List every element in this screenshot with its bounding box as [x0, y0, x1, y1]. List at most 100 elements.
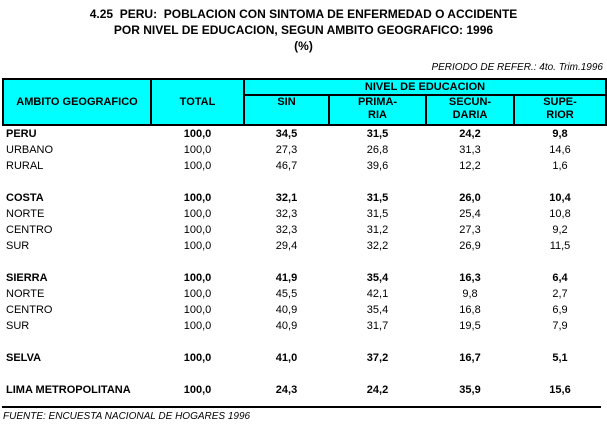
cell-secundaria: 9,8 — [462, 288, 478, 300]
cell-total: 100,0 — [183, 240, 212, 252]
col-header-total: TOTAL — [150, 78, 245, 126]
period-reference-note: PERIODO DE REFER.: 4to. Trim.1996 — [431, 62, 603, 73]
table-row-costa-norte: NORTE 100,0 32,3 31,5 25,4 10,8 — [3, 206, 606, 222]
cell-total: 100,0 — [183, 192, 212, 204]
cell-sin: 27,3 — [275, 144, 298, 156]
cell-superior: 15,6 — [549, 384, 571, 396]
cell-total: 100,0 — [183, 320, 212, 332]
cell-primaria: 39,6 — [366, 160, 389, 172]
cell-total: 100,0 — [183, 144, 212, 156]
cell-sin: 29,4 — [275, 240, 298, 252]
cell-superior: 9,2 — [552, 224, 568, 236]
title-line-1: 4.25 PERU: POBLACION CON SINTOMA DE ENFE… — [89, 7, 518, 21]
cell-total: 100,0 — [183, 160, 212, 172]
col-header-group-nivel-educacion: NIVEL DE EDUCACION — [242, 78, 607, 96]
table-body: PERU 100,0 34,5 31,5 24,2 9,8 URBANO 100… — [3, 125, 606, 398]
row-label: CENTRO — [6, 224, 53, 236]
row-label: PERU — [6, 128, 37, 140]
spacer-row — [3, 254, 606, 270]
row-label: SUR — [6, 320, 30, 332]
table-row-costa: COSTA 100,0 32,1 31,5 26,0 10,4 — [3, 190, 606, 206]
col-header-ambito-geografico: AMBITO GEOGRAFICO — [2, 78, 152, 126]
cell-primaria: 35,4 — [366, 272, 389, 284]
cell-sin: 34,5 — [275, 128, 298, 140]
table-row-sierra-sur: SUR 100,0 40,9 31,7 19,5 7,9 — [3, 318, 606, 334]
col-header-primaria: PRIMA- RIA — [328, 94, 427, 126]
row-label: COSTA — [6, 192, 44, 204]
cell-sin: 32,3 — [275, 224, 298, 236]
cell-secundaria: 16,3 — [459, 272, 481, 284]
cell-sin: 24,3 — [275, 384, 298, 396]
row-label: SIERRA — [6, 272, 48, 284]
cell-sin: 46,7 — [275, 160, 298, 172]
cell-superior: 6,9 — [552, 304, 568, 316]
cell-total: 100,0 — [183, 304, 212, 316]
cell-superior: 11,5 — [549, 240, 571, 252]
cell-secundaria: 16,8 — [459, 304, 481, 316]
cell-secundaria: 35,9 — [459, 384, 481, 396]
cell-sin: 45,5 — [275, 288, 298, 300]
spacer-row — [3, 366, 606, 382]
cell-superior: 10,8 — [549, 208, 571, 220]
table-row-sierra-norte: NORTE 100,0 45,5 42,1 9,8 2,7 — [3, 286, 606, 302]
table-row-costa-sur: SUR 100,0 29,4 32,2 26,9 11,5 — [3, 238, 606, 254]
cell-superior: 10,4 — [549, 192, 571, 204]
cell-superior: 6,4 — [552, 272, 568, 284]
cell-secundaria: 16,7 — [459, 352, 481, 364]
cell-secundaria: 26,9 — [459, 240, 481, 252]
source-note: FUENTE: ENCUESTA NACIONAL DE HOGARES 199… — [3, 411, 251, 422]
col-header-superior: SUPE- RIOR — [512, 94, 607, 126]
title-line-2: POR NIVEL DE EDUCACION, SEGUN AMBITO GEO… — [113, 23, 494, 37]
cell-superior: 7,9 — [552, 320, 568, 332]
table-row-selva: SELVA 100,0 41,0 37,2 16,7 5,1 — [3, 350, 606, 366]
cell-primaria: 31,5 — [366, 128, 389, 140]
row-label: SUR — [6, 240, 30, 252]
table-header: AMBITO GEOGRAFICO TOTAL NIVEL DE EDUCACI… — [2, 78, 607, 126]
title-percent-label: (%) — [294, 39, 313, 53]
cell-superior: 14,6 — [549, 144, 571, 156]
cell-primaria: 42,1 — [366, 288, 389, 300]
cell-primaria: 37,2 — [366, 352, 389, 364]
report-title: 4.25 PERU: POBLACION CON SINTOMA DE ENFE… — [2, 6, 605, 54]
cell-primaria: 31,5 — [366, 192, 389, 204]
cell-total: 100,0 — [183, 384, 212, 396]
cell-sin: 40,9 — [275, 304, 298, 316]
table-row-costa-centro: CENTRO 100,0 32,3 31,2 27,3 9,2 — [3, 222, 606, 238]
row-label: URBANO — [6, 144, 54, 156]
table-row-lima-metropolitana: LIMA METROPOLITANA 100,0 24,3 24,2 35,9 … — [3, 382, 606, 398]
cell-sin: 41,0 — [275, 352, 298, 364]
cell-sin: 32,1 — [275, 192, 298, 204]
cell-secundaria: 24,2 — [459, 128, 481, 140]
table-row-peru-urbano: URBANO 100,0 27,3 26,8 31,3 14,6 — [3, 142, 606, 158]
cell-superior: 9,8 — [552, 128, 568, 140]
cell-superior: 1,6 — [552, 160, 568, 172]
cell-secundaria: 26,0 — [459, 192, 481, 204]
cell-sin: 40,9 — [275, 320, 298, 332]
cell-secundaria: 25,4 — [459, 208, 481, 220]
statistics-table: AMBITO GEOGRAFICO TOTAL NIVEL DE EDUCACI… — [2, 78, 607, 398]
cell-primaria: 31,2 — [366, 224, 389, 236]
table-row-sierra-centro: CENTRO 100,0 40,9 35,4 16,8 6,9 — [3, 302, 606, 318]
row-label: NORTE — [6, 208, 45, 220]
row-label: RURAL — [6, 160, 44, 172]
cell-primaria: 32,2 — [366, 240, 389, 252]
footer-rule — [2, 406, 601, 408]
row-label: CENTRO — [6, 304, 53, 316]
cell-secundaria: 27,3 — [459, 224, 481, 236]
cell-total: 100,0 — [183, 272, 212, 284]
cell-total: 100,0 — [183, 288, 212, 300]
table-row-sierra: SIERRA 100,0 41,9 35,4 16,3 6,4 — [3, 270, 606, 286]
table-row-peru: PERU 100,0 34,5 31,5 24,2 9,8 — [3, 125, 606, 142]
cell-primaria: 26,8 — [366, 144, 389, 156]
cell-superior: 2,7 — [552, 288, 568, 300]
cell-secundaria: 12,2 — [459, 160, 481, 172]
row-label: LIMA METROPOLITANA — [6, 384, 131, 396]
spacer-row — [3, 334, 606, 350]
col-header-sin: SIN — [243, 94, 330, 126]
cell-primaria: 31,5 — [366, 208, 389, 220]
table-row-peru-rural: RURAL 100,0 46,7 39,6 12,2 1,6 — [3, 158, 606, 174]
row-label: SELVA — [6, 352, 42, 364]
cell-total: 100,0 — [183, 352, 212, 364]
col-header-secundaria: SECUN- DARIA — [425, 94, 515, 126]
